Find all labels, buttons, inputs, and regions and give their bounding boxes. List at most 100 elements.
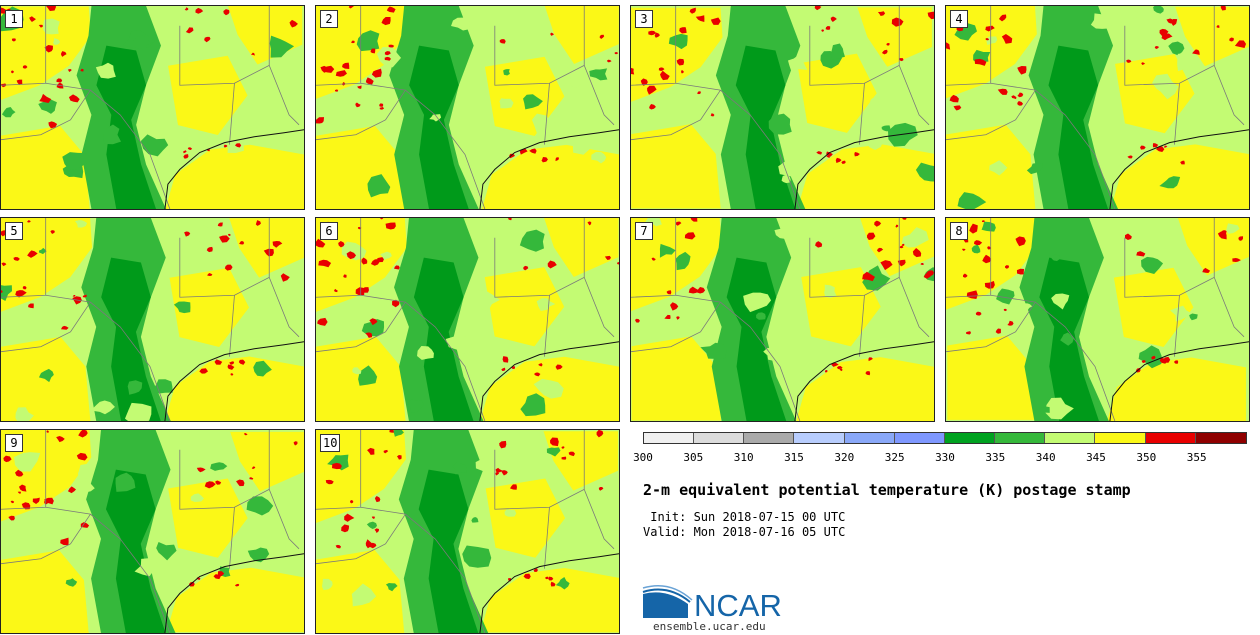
very-high-theta-e-spot	[1202, 267, 1211, 274]
theta-e-patch	[192, 240, 205, 250]
moist-core-region	[96, 45, 157, 209]
political-boundary	[1, 513, 91, 565]
theta-e-patch	[417, 346, 434, 360]
theta-e-patch	[645, 218, 662, 227]
theta-e-patch	[451, 17, 471, 31]
very-high-theta-e-spot	[370, 258, 380, 266]
very-high-theta-e-spot	[369, 318, 378, 326]
political-boundary	[268, 65, 300, 126]
high-theta-e-region	[797, 53, 877, 133]
moist-core-region	[418, 469, 479, 633]
colorbar-swatch	[1045, 433, 1096, 443]
very-high-theta-e-spot	[22, 65, 28, 69]
member-number-label: 1	[5, 10, 23, 28]
theta-e-patch	[1236, 127, 1249, 138]
very-high-theta-e-spot	[188, 581, 195, 587]
theta-e-patch	[1, 107, 16, 118]
very-high-theta-e-spot	[670, 302, 679, 311]
political-boundary	[583, 489, 615, 550]
very-high-theta-e-spot	[215, 480, 222, 485]
very-high-theta-e-spot	[681, 69, 684, 74]
very-high-theta-e-spot	[877, 11, 886, 17]
very-high-theta-e-spot	[830, 16, 837, 22]
very-high-theta-e-spot	[587, 221, 592, 226]
very-high-theta-e-spot	[975, 311, 982, 316]
theta-e-patch	[536, 298, 556, 311]
very-high-theta-e-spot	[927, 11, 934, 20]
very-high-theta-e-spot	[1005, 265, 1010, 269]
very-high-theta-e-spot	[1166, 18, 1174, 24]
theta-e-patch	[210, 462, 228, 471]
very-high-theta-e-spot	[44, 45, 53, 53]
very-high-theta-e-spot	[596, 430, 604, 438]
theta-e-patch	[475, 289, 500, 312]
very-high-theta-e-spot	[394, 265, 400, 270]
very-high-theta-e-spot	[29, 16, 36, 23]
political-boundary	[1, 430, 47, 510]
member-number-label: 9	[5, 434, 23, 452]
political-boundary	[946, 218, 992, 298]
theta-e-patch	[1170, 305, 1193, 322]
very-high-theta-e-spot	[11, 70, 14, 74]
very-high-theta-e-spot	[199, 368, 209, 374]
very-high-theta-e-spot	[966, 290, 978, 300]
theta-e-patch	[1226, 223, 1240, 234]
very-high-theta-e-spot	[1126, 59, 1132, 63]
theta-e-patch	[1051, 254, 1061, 261]
high-theta-e-region	[316, 218, 407, 312]
theta-e-patch	[824, 284, 837, 298]
high-theta-e-region	[801, 267, 881, 347]
ensemble-member-panel: 9	[0, 429, 305, 634]
theta-e-patch	[192, 224, 209, 240]
very-high-theta-e-spot	[985, 25, 995, 32]
very-high-theta-e-spot	[640, 78, 648, 86]
gulf-coastline	[479, 553, 619, 633]
political-boundary	[544, 507, 550, 569]
colorbar-swatch	[744, 433, 795, 443]
very-high-theta-e-spot	[379, 107, 385, 110]
very-high-theta-e-spot	[217, 571, 225, 577]
very-high-theta-e-spot	[227, 233, 231, 236]
very-high-theta-e-spot	[697, 91, 701, 95]
very-high-theta-e-spot	[839, 368, 843, 372]
political-boundary	[179, 218, 270, 298]
very-high-theta-e-spot	[335, 544, 342, 549]
theta-e-patch	[62, 152, 91, 171]
very-high-theta-e-spot	[836, 366, 843, 370]
very-high-theta-e-spot	[1015, 236, 1026, 247]
very-high-theta-e-spot	[388, 44, 395, 48]
very-high-theta-e-spot	[196, 467, 206, 473]
very-high-theta-e-spot	[495, 467, 503, 473]
very-high-theta-e-spot	[969, 223, 978, 234]
high-theta-e-region	[544, 218, 619, 277]
very-high-theta-e-spot	[78, 430, 88, 438]
very-high-theta-e-spot	[50, 230, 55, 235]
very-high-theta-e-spot	[826, 151, 833, 157]
very-high-theta-e-spot	[966, 331, 972, 335]
moist-core-region	[1048, 45, 1109, 209]
very-high-theta-e-spot	[1124, 233, 1132, 240]
very-high-theta-e-spot	[561, 446, 565, 449]
very-high-theta-e-spot	[523, 573, 531, 580]
very-high-theta-e-spot	[529, 148, 537, 154]
very-high-theta-e-spot	[995, 328, 1001, 334]
very-high-theta-e-spot	[617, 262, 619, 265]
very-high-theta-e-spot	[68, 94, 80, 103]
very-high-theta-e-spot	[72, 295, 76, 297]
theta-e-map	[946, 218, 1249, 421]
member-number-label: 8	[950, 222, 968, 240]
gulf-coastline	[164, 553, 304, 633]
very-high-theta-e-spot	[10, 500, 15, 504]
theta-e-patch	[124, 402, 152, 421]
theta-e-patch	[830, 43, 845, 60]
theta-e-patch	[247, 547, 270, 563]
theta-e-patch	[77, 463, 94, 480]
very-high-theta-e-spot	[236, 583, 240, 587]
political-boundary	[1174, 83, 1180, 145]
very-high-theta-e-spot	[499, 39, 506, 44]
very-high-theta-e-spot	[361, 257, 368, 265]
very-high-theta-e-spot	[676, 316, 680, 320]
very-high-theta-e-spot	[380, 218, 384, 220]
high-theta-e-region	[229, 218, 304, 278]
political-boundary	[229, 295, 235, 357]
